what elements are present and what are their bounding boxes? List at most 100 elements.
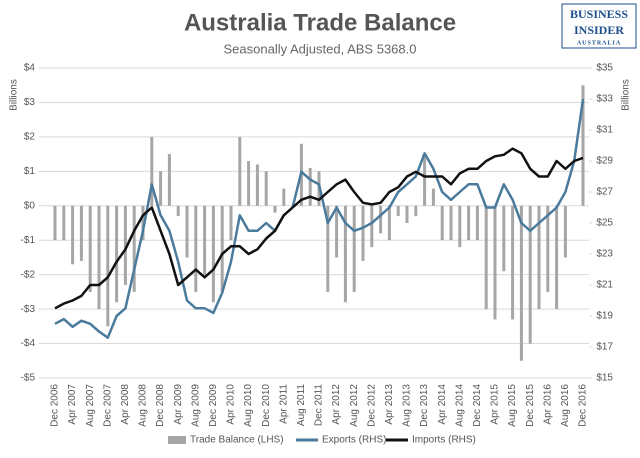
bar xyxy=(440,205,444,241)
bar xyxy=(352,205,356,292)
x-tick-label: Aug 2014 xyxy=(454,384,465,427)
x-tick-label: Dec 2015 xyxy=(525,384,536,427)
x-tick-label: Apr 2007 xyxy=(67,384,78,425)
bar xyxy=(326,205,330,292)
y2-tick-label: $17 xyxy=(596,342,613,353)
bar xyxy=(282,188,286,206)
bar xyxy=(555,205,559,310)
legend-label: Trade Balance (LHS) xyxy=(190,435,284,446)
x-tick-label: Aug 2011 xyxy=(296,384,307,427)
x-tick-label: Dec 2012 xyxy=(366,384,377,427)
y2-tick-label: $35 xyxy=(596,63,613,74)
bar xyxy=(449,205,453,241)
line xyxy=(54,147,584,310)
bar xyxy=(405,205,409,223)
x-tick-label: Apr 2012 xyxy=(331,384,342,425)
x-tick-label: Dec 2007 xyxy=(102,384,113,427)
bar xyxy=(519,205,523,361)
y2-tick-label: $21 xyxy=(596,280,613,291)
chart-subtitle: Seasonally Adjusted, ABS 5368.0 xyxy=(224,41,417,56)
bar xyxy=(379,205,383,234)
bar xyxy=(581,85,585,206)
line xyxy=(54,98,585,339)
y-tick-label: $0 xyxy=(24,200,36,211)
y-tick-label: $1 xyxy=(24,166,36,177)
x-tick-label: Apr 2015 xyxy=(490,384,501,425)
bar xyxy=(115,205,119,303)
x-tick-label: Apr 2010 xyxy=(226,384,237,425)
x-tick-label: Dec 2013 xyxy=(419,384,430,427)
bar xyxy=(62,205,66,241)
bar xyxy=(53,205,57,241)
x-tick-label: Dec 2006 xyxy=(50,384,61,427)
bar xyxy=(343,205,347,303)
bar xyxy=(563,205,567,258)
bar xyxy=(203,205,207,275)
bar xyxy=(88,205,92,292)
x-tick-label: Aug 2009 xyxy=(190,384,201,427)
y-tick-label: -$5 xyxy=(21,373,36,384)
bar xyxy=(467,205,471,241)
bar xyxy=(493,205,497,320)
bar xyxy=(484,205,488,310)
bar xyxy=(361,205,365,261)
bar xyxy=(247,161,251,206)
y-tick-label: -$3 xyxy=(21,304,36,315)
x-tick-label: Dec 2011 xyxy=(314,384,325,427)
bar xyxy=(185,205,189,258)
bar xyxy=(528,205,532,344)
bar xyxy=(502,205,506,272)
y-tick-label: $2 xyxy=(24,132,36,143)
bar xyxy=(141,205,145,241)
bar xyxy=(431,188,435,206)
bar xyxy=(475,205,479,241)
x-tick-label: Dec 2014 xyxy=(472,384,483,427)
bar xyxy=(458,205,462,248)
y2-tick-label: $15 xyxy=(596,373,613,384)
bar xyxy=(71,205,75,265)
bar xyxy=(264,171,268,206)
bar xyxy=(511,205,515,320)
x-tick-label: Dec 2016 xyxy=(578,384,589,427)
bar xyxy=(546,205,550,292)
bar xyxy=(79,205,83,261)
x-tick-label: Aug 2012 xyxy=(349,384,360,427)
logo-text: INSIDER xyxy=(574,23,624,37)
bar xyxy=(97,205,101,310)
x-tick-label: Apr 2014 xyxy=(437,384,448,425)
bar xyxy=(238,136,242,206)
y2-axis-label: Billions xyxy=(621,79,632,111)
y2-tick-label: $31 xyxy=(596,125,613,136)
bar xyxy=(255,164,259,206)
y-tick-label: -$2 xyxy=(21,269,36,280)
chart-title: Australia Trade Balance xyxy=(184,9,456,36)
y2-tick-label: $23 xyxy=(596,249,613,260)
logo-box xyxy=(561,3,637,49)
y-tick-label: -$4 xyxy=(21,338,36,349)
y2-tick-label: $27 xyxy=(596,187,613,198)
y-tick-label: $3 xyxy=(24,97,36,108)
x-tick-label: Dec 2010 xyxy=(261,384,272,427)
x-tick-label: Apr 2011 xyxy=(278,384,289,424)
y2-tick-label: $29 xyxy=(596,156,613,167)
y-tick-label: $4 xyxy=(24,63,36,74)
bar xyxy=(159,171,163,206)
bar xyxy=(273,205,277,213)
y2-tick-label: $25 xyxy=(596,218,613,229)
legend-swatch xyxy=(168,436,186,444)
x-tick-label: Aug 2016 xyxy=(560,384,571,427)
logo-text: BUSINESS xyxy=(570,7,628,21)
bar xyxy=(194,205,198,292)
x-tick-label: Dec 2008 xyxy=(155,384,166,427)
bar xyxy=(335,205,339,258)
bar xyxy=(132,205,136,292)
y2-tick-label: $33 xyxy=(596,94,613,105)
bar xyxy=(167,154,171,206)
x-tick-label: Apr 2009 xyxy=(173,384,184,425)
y-tick-label: -$1 xyxy=(21,235,36,246)
x-tick-label: Aug 2010 xyxy=(243,384,254,427)
x-tick-label: Apr 2013 xyxy=(384,384,395,425)
bar xyxy=(396,205,400,217)
bar xyxy=(229,205,233,241)
